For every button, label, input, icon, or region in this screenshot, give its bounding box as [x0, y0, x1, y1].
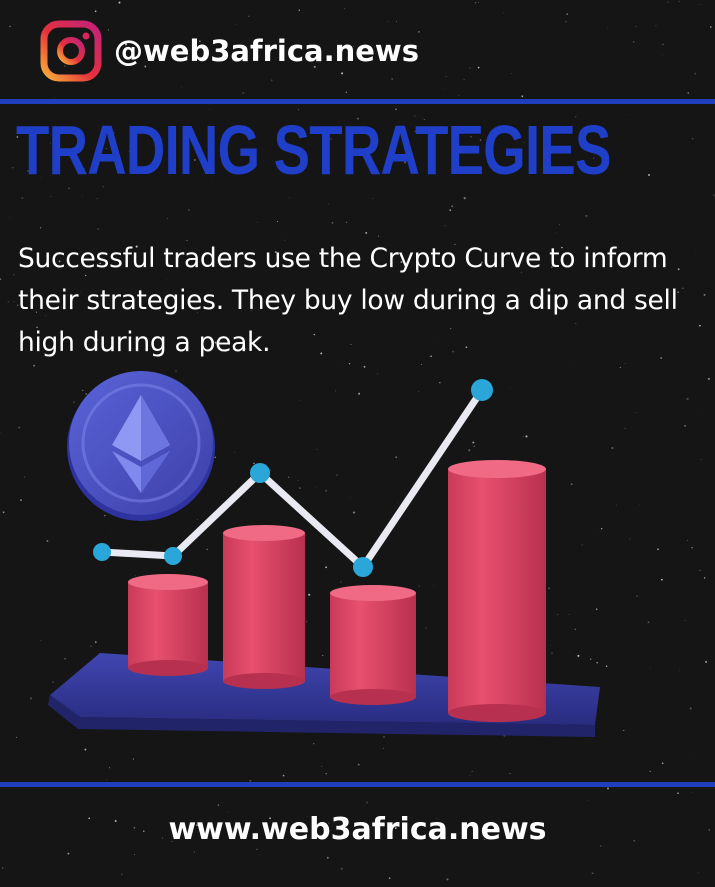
website-url: www.web3africa.news	[168, 812, 547, 847]
trend-point	[471, 379, 493, 401]
chart-illustration	[48, 371, 600, 737]
trend-point	[353, 557, 373, 577]
chart-bar	[223, 525, 305, 689]
instagram-handle: @web3africa.news	[114, 34, 419, 68]
trend-point	[164, 547, 182, 565]
chart-bar	[128, 574, 208, 676]
top-divider	[0, 99, 715, 104]
trend-point	[250, 463, 270, 483]
ethereum-icon	[112, 395, 170, 493]
instagram-icon	[40, 20, 102, 82]
chart-bar	[330, 585, 416, 705]
chart-bar	[448, 460, 546, 722]
bottom-divider	[0, 782, 715, 787]
header: @web3africa.news	[40, 20, 419, 82]
trend-point	[93, 543, 111, 561]
page-title: TRADING STRATEGIES	[16, 111, 611, 189]
ethereum-coin	[67, 371, 215, 521]
body-paragraph: Successful traders use the Crypto Curve …	[18, 243, 678, 358]
